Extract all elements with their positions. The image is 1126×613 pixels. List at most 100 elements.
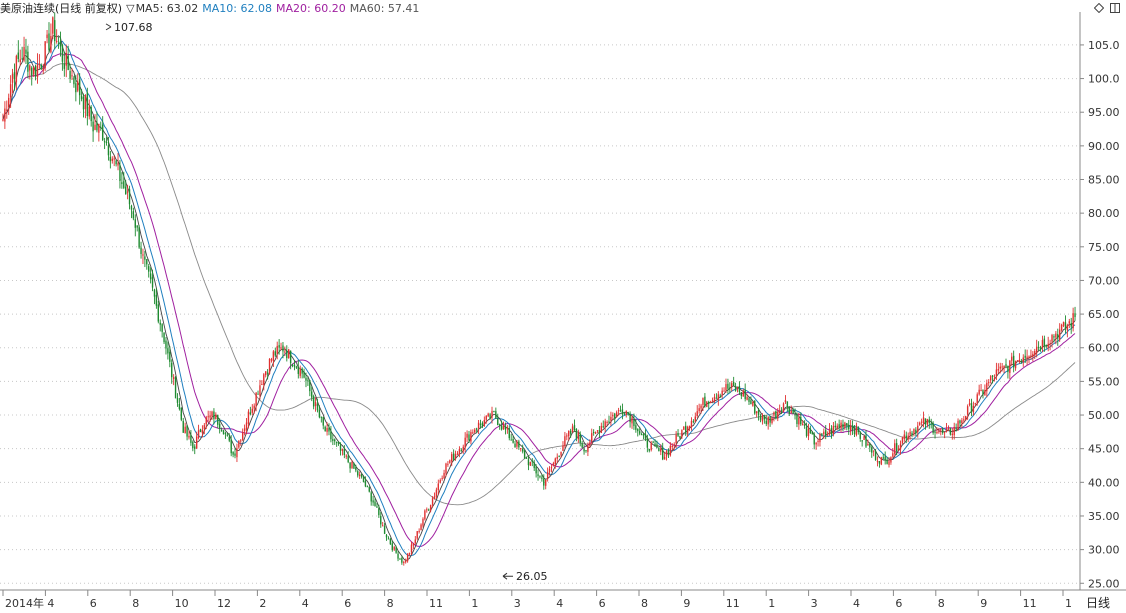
candle-body (90, 107, 92, 122)
candle (1062, 321, 1065, 328)
candle-body (46, 34, 48, 39)
candle (861, 440, 863, 447)
candle-body (886, 459, 888, 464)
candle (598, 425, 601, 439)
candle (410, 541, 413, 556)
candle (312, 394, 315, 410)
candle (706, 400, 708, 408)
diamond-icon[interactable] (1094, 3, 1104, 13)
candle-body (418, 530, 420, 532)
candle (474, 428, 476, 434)
candle (715, 393, 718, 399)
candle (416, 531, 418, 541)
candle-body (585, 450, 587, 452)
candle (278, 339, 280, 355)
candle (1057, 328, 1059, 346)
candle-body (1001, 366, 1003, 368)
candle-body (1030, 355, 1032, 357)
candle-body (349, 462, 351, 469)
candle (184, 422, 186, 434)
triangle-down-icon[interactable]: ▽ (126, 2, 135, 15)
candle-body (332, 439, 334, 441)
candle (777, 408, 779, 422)
candle-body (1041, 340, 1044, 349)
candle (328, 423, 330, 436)
candle-body (679, 435, 681, 439)
candle-body (993, 377, 996, 379)
candle-body (498, 424, 501, 427)
candle (554, 457, 557, 469)
candle (546, 467, 549, 482)
candle (32, 66, 35, 77)
candle-body (479, 423, 482, 425)
candle-body (163, 332, 165, 343)
candle-body (171, 362, 173, 378)
candle-body (991, 375, 994, 377)
candle-body (232, 451, 234, 455)
candle (493, 410, 495, 413)
candle (268, 358, 271, 375)
candle-body (88, 106, 90, 117)
candle-body (238, 440, 240, 448)
candle-body (901, 437, 904, 444)
candle (186, 425, 188, 441)
candle-body (813, 433, 815, 445)
candle-body (844, 422, 846, 428)
panel-toggle-icon[interactable] (1110, 3, 1120, 13)
candle (629, 411, 631, 428)
candle (360, 473, 363, 479)
candle-body (334, 439, 336, 442)
candle-body (25, 49, 27, 54)
candle-body (984, 390, 986, 396)
candle (42, 63, 44, 75)
candle-body (936, 431, 938, 434)
candle (316, 398, 319, 413)
candle-body (723, 390, 725, 392)
x-tick-label: 11 (429, 597, 443, 610)
candle-body (940, 429, 942, 431)
candle (888, 457, 890, 468)
candle-body (1055, 333, 1057, 338)
candle (600, 422, 603, 434)
candle (631, 414, 633, 429)
candle-body (924, 418, 927, 425)
candle (201, 425, 204, 438)
candle-body (23, 46, 25, 61)
candle-body (211, 411, 213, 417)
candle (780, 407, 783, 414)
candle-body (1070, 323, 1072, 327)
candle (368, 486, 370, 493)
candle-body (176, 398, 179, 403)
candle-body (629, 413, 631, 423)
candle (520, 448, 522, 452)
candle-body (686, 426, 689, 433)
candle-body (314, 402, 317, 406)
candle-body (1053, 336, 1055, 338)
candle-body (351, 461, 353, 469)
candle (383, 522, 386, 535)
candle (943, 431, 946, 439)
candle-body (857, 427, 860, 433)
candle-body (560, 451, 562, 456)
candle-body (222, 430, 225, 435)
candle-body (558, 456, 560, 458)
candle (458, 446, 461, 458)
candle-body (420, 524, 422, 531)
candle-body (416, 531, 418, 539)
candle-body (180, 407, 183, 420)
x-tick-label: 9 (683, 597, 690, 610)
candle-body (165, 340, 167, 349)
candle (230, 435, 232, 457)
candle-body (441, 477, 443, 479)
candle-body (959, 420, 961, 424)
candle-body (961, 420, 963, 424)
candle-body (763, 415, 766, 420)
candle (80, 89, 83, 102)
candle-body (633, 419, 635, 427)
candle (203, 423, 206, 435)
candle-body (148, 266, 150, 272)
candle (897, 445, 900, 451)
candle-body (228, 437, 230, 441)
candle (859, 431, 861, 442)
